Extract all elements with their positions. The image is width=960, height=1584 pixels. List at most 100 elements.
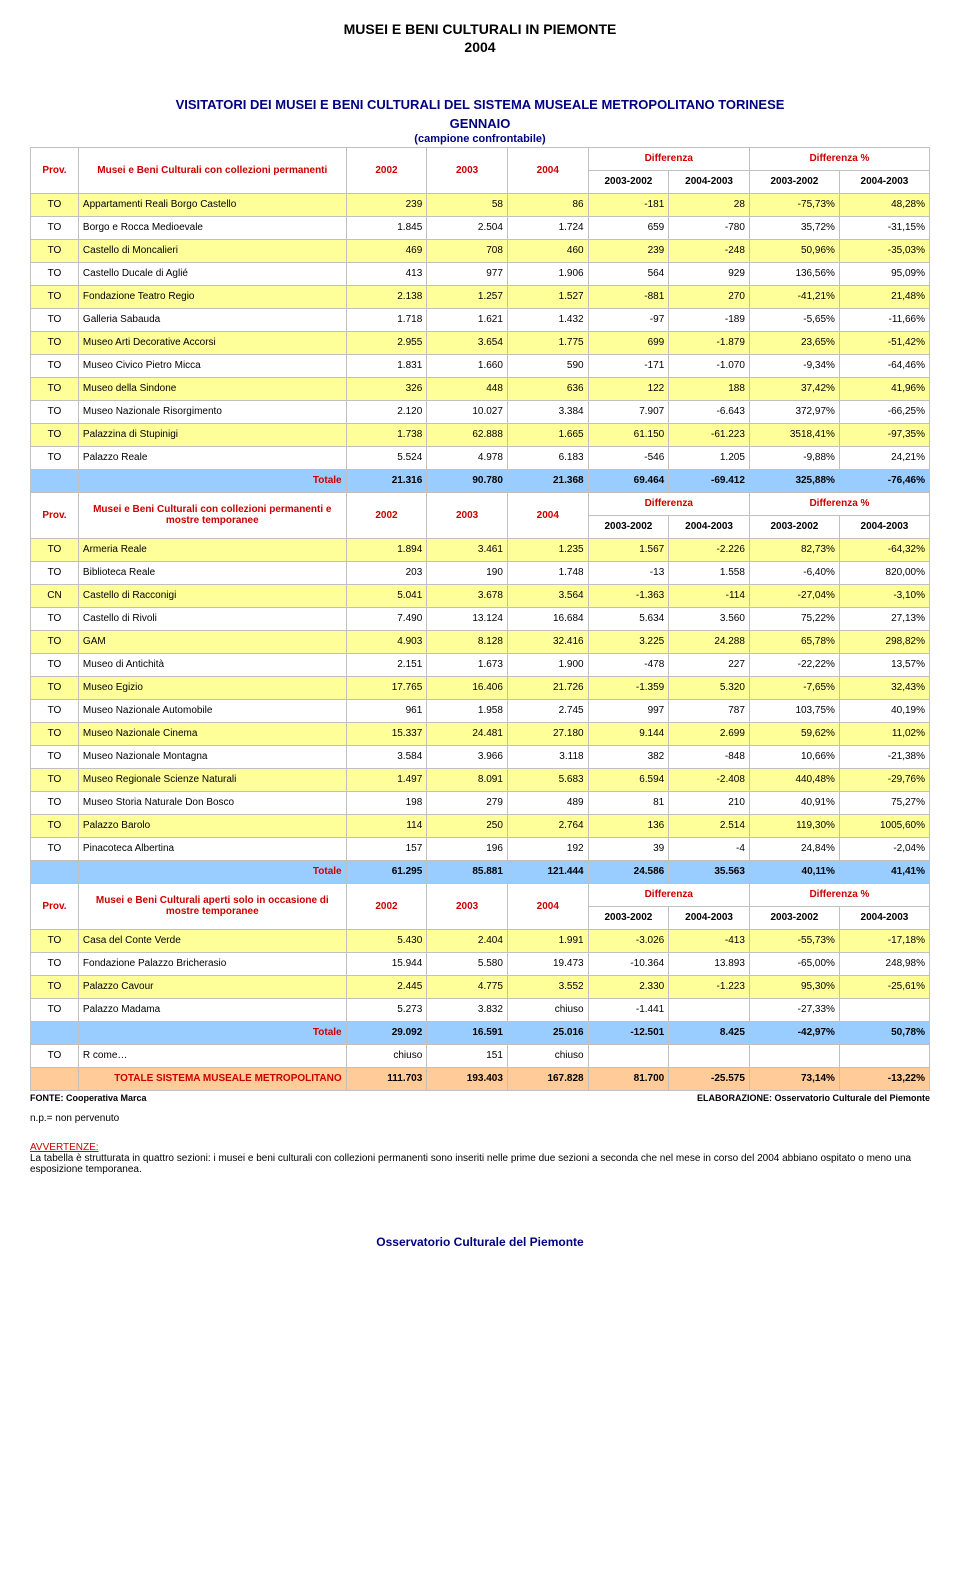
cell-name: Armeria Reale — [78, 538, 346, 561]
table-row: TOMuseo Regionale Scienze Naturali1.4978… — [31, 768, 930, 791]
cell-val: -9,88% — [749, 446, 839, 469]
cell-val: 16.684 — [507, 607, 588, 630]
cell-val: 75,22% — [749, 607, 839, 630]
cell-val: 1.991 — [507, 929, 588, 952]
cell-val: 27,13% — [839, 607, 929, 630]
cell-name: Museo Nazionale Cinema — [78, 722, 346, 745]
cell-val: 13.124 — [427, 607, 508, 630]
cell-val: 440,48% — [749, 768, 839, 791]
totale-val: 50,78% — [839, 1021, 929, 1044]
col-d0403: 2004-2003 — [669, 170, 750, 193]
cell-val: 3.564 — [507, 584, 588, 607]
cell-val: 1.497 — [346, 768, 427, 791]
bottom-org: Osservatorio Culturale del Piemonte — [30, 1235, 930, 1249]
cell-val: 15.337 — [346, 722, 427, 745]
cell-val: 1.831 — [346, 354, 427, 377]
totale-val: 61.295 — [346, 860, 427, 883]
table-row: TOPalazzina di Stupinigi1.73862.8881.665… — [31, 423, 930, 446]
table-row: TOCastello Ducale di Aglié4139771.906564… — [31, 262, 930, 285]
cell-name: Palazzina di Stupinigi — [78, 423, 346, 446]
cell-val: -1.441 — [588, 998, 669, 1021]
cell-val: 659 — [588, 216, 669, 239]
cell-val: 239 — [588, 239, 669, 262]
totale-val: -12.501 — [588, 1021, 669, 1044]
cell-name: Pinacoteca Albertina — [78, 837, 346, 860]
cell-val: 489 — [507, 791, 588, 814]
cell-val: 39 — [588, 837, 669, 860]
table-row: TOArmeria Reale1.8943.4611.2351.567-2.22… — [31, 538, 930, 561]
col-p0302: 2003-2002 — [749, 906, 839, 929]
cell-val: 10,66% — [749, 745, 839, 768]
cell-val: 448 — [427, 377, 508, 400]
cell-val: -7,65% — [749, 676, 839, 699]
cell-prov: TO — [31, 446, 79, 469]
cell-val: 2.120 — [346, 400, 427, 423]
col-prov: Prov. — [31, 492, 79, 538]
cell-val: 8.128 — [427, 630, 508, 653]
totale-val: 21.368 — [507, 469, 588, 492]
cell-val: 59,62% — [749, 722, 839, 745]
cell-prov: TO — [31, 952, 79, 975]
cell-val: 708 — [427, 239, 508, 262]
cell-val: -66,25% — [839, 400, 929, 423]
cell-val: 4.978 — [427, 446, 508, 469]
cell-val: 1.621 — [427, 308, 508, 331]
table-row: TOPalazzo Barolo1142502.7641362.514119,3… — [31, 814, 930, 837]
cell-prov: TO — [31, 929, 79, 952]
cell-name: Galleria Sabauda — [78, 308, 346, 331]
cell-val: 136,56% — [749, 262, 839, 285]
cell-val: 5.273 — [346, 998, 427, 1021]
cell-val: 198 — [346, 791, 427, 814]
totale-val: 73,14% — [749, 1067, 839, 1090]
cell-val: -11,66% — [839, 308, 929, 331]
cell-val: -25,61% — [839, 975, 929, 998]
cell-val: 961 — [346, 699, 427, 722]
totale-val: 167.828 — [507, 1067, 588, 1090]
col-d0302: 2003-2002 — [588, 906, 669, 929]
totale-val: 325,88% — [749, 469, 839, 492]
cell-prov: CN — [31, 584, 79, 607]
cell-val: -29,76% — [839, 768, 929, 791]
cell-name: Castello di Moncalieri — [78, 239, 346, 262]
cell-val: 3.225 — [588, 630, 669, 653]
col-prov: Prov. — [31, 147, 79, 193]
table-row: TOBorgo e Rocca Medioevale1.8452.5041.72… — [31, 216, 930, 239]
cell-val: 119,30% — [749, 814, 839, 837]
cell-val: 372,97% — [749, 400, 839, 423]
col-p0302: 2003-2002 — [749, 170, 839, 193]
cell-val: 636 — [507, 377, 588, 400]
totale-label: Totale — [78, 469, 346, 492]
cell-val: 1.235 — [507, 538, 588, 561]
cell-val: 86 — [507, 193, 588, 216]
cell-val: 19.473 — [507, 952, 588, 975]
totale-val: -42,97% — [749, 1021, 839, 1044]
cell-val: 1.894 — [346, 538, 427, 561]
col-d0302: 2003-2002 — [588, 170, 669, 193]
cell-prov: TO — [31, 262, 79, 285]
cell-val: -248 — [669, 239, 750, 262]
cell-val: 81 — [588, 791, 669, 814]
cell-val: -413 — [669, 929, 750, 952]
totale-val: 25.016 — [507, 1021, 588, 1044]
totale-val: 90.780 — [427, 469, 508, 492]
cell-val: 3.118 — [507, 745, 588, 768]
totale-val: 193.403 — [427, 1067, 508, 1090]
cell-prov: TO — [31, 331, 79, 354]
table-row: CNCastello di Racconigi5.0413.6783.564-1… — [31, 584, 930, 607]
cell-val: 1.205 — [669, 446, 750, 469]
cell-val: 40,91% — [749, 791, 839, 814]
subtitle: (campione confrontabile) — [30, 133, 930, 145]
cell-val: 8.091 — [427, 768, 508, 791]
cell-prov: TO — [31, 653, 79, 676]
cell-val: -65,00% — [749, 952, 839, 975]
cell-val: 413 — [346, 262, 427, 285]
table-row: TOMuseo della Sindone32644863612218837,4… — [31, 377, 930, 400]
cell-prov: TO — [31, 676, 79, 699]
cell-val: 248,98% — [839, 952, 929, 975]
cell-val: 1.257 — [427, 285, 508, 308]
cell-val: 3.584 — [346, 745, 427, 768]
cell-val: -51,42% — [839, 331, 929, 354]
cell-val: 6.183 — [507, 446, 588, 469]
table-row: TOPalazzo Cavour2.4454.7753.5522.330-1.2… — [31, 975, 930, 998]
cell-val: 58 — [427, 193, 508, 216]
